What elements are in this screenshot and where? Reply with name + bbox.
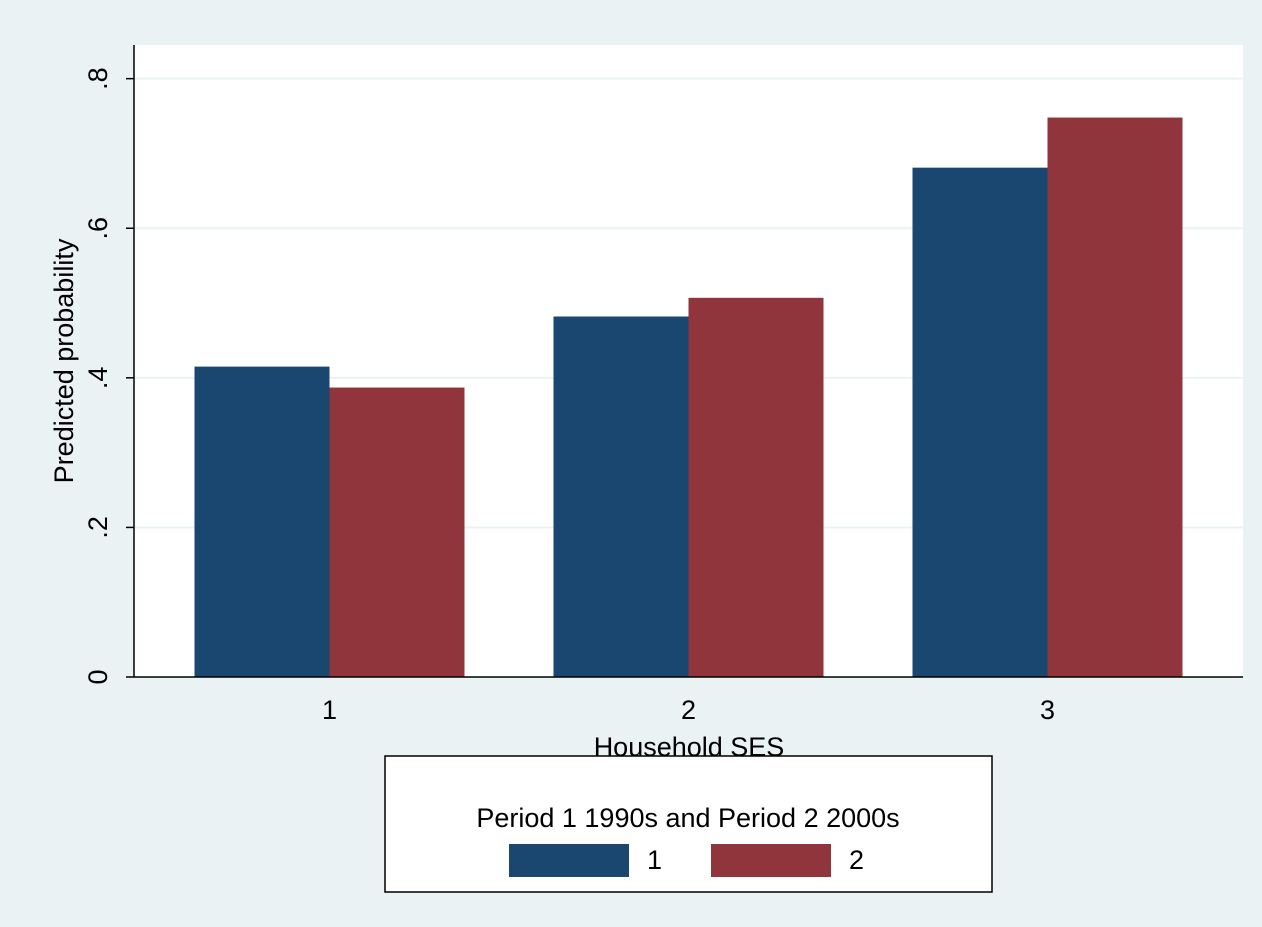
y-tick-label: .4 — [83, 367, 113, 390]
y-tick-label: 0 — [83, 669, 113, 684]
x-tick-label: 2 — [681, 695, 696, 725]
x-tick-label: 3 — [1040, 695, 1055, 725]
legend-swatch — [509, 844, 629, 877]
bar — [329, 387, 465, 677]
y-tick-label: .8 — [83, 67, 113, 90]
y-tick-label: .6 — [83, 217, 113, 240]
legend-swatch — [711, 844, 831, 877]
legend-box — [384, 755, 993, 893]
y-axis-title: Predicted probability — [49, 238, 79, 483]
x-tick-label: 1 — [322, 695, 337, 725]
bar — [688, 297, 824, 677]
bar — [912, 167, 1048, 678]
bar — [194, 366, 330, 677]
legend-label: 2 — [849, 845, 864, 875]
legend-title: Period 1 1990s and Period 2 2000s — [476, 803, 899, 833]
bar — [553, 316, 689, 677]
y-tick-label: .2 — [83, 516, 113, 539]
bar — [1047, 117, 1183, 677]
bars — [194, 117, 1183, 678]
legend-label: 1 — [647, 845, 662, 875]
